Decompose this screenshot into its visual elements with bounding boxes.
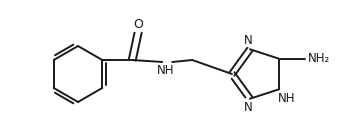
Text: NH₂: NH₂ — [308, 52, 330, 65]
Text: N: N — [244, 101, 252, 114]
Text: N: N — [244, 34, 252, 47]
Text: NH: NH — [156, 64, 174, 77]
Text: NH: NH — [278, 92, 296, 105]
Text: O: O — [133, 18, 143, 31]
